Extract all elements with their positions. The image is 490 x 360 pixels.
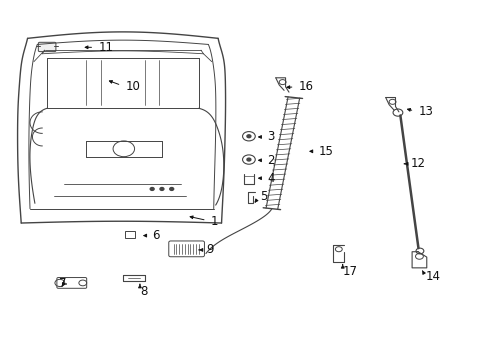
Circle shape <box>247 135 251 138</box>
Text: 3: 3 <box>267 130 274 144</box>
Text: 2: 2 <box>267 154 274 167</box>
FancyBboxPatch shape <box>57 278 87 288</box>
FancyBboxPatch shape <box>38 42 56 51</box>
Circle shape <box>150 188 154 190</box>
Text: 12: 12 <box>411 157 426 170</box>
Text: 9: 9 <box>206 243 214 256</box>
Text: 16: 16 <box>299 80 314 93</box>
FancyBboxPatch shape <box>125 231 135 238</box>
FancyBboxPatch shape <box>169 241 204 257</box>
Text: 8: 8 <box>140 285 147 298</box>
Text: 4: 4 <box>267 172 274 185</box>
Circle shape <box>247 158 251 161</box>
Text: 15: 15 <box>318 145 333 158</box>
Text: 6: 6 <box>152 229 160 242</box>
Text: 7: 7 <box>59 278 67 291</box>
Circle shape <box>160 188 164 190</box>
Text: 17: 17 <box>343 265 358 278</box>
Text: 14: 14 <box>426 270 441 283</box>
Text: 13: 13 <box>418 105 433 118</box>
Text: 10: 10 <box>125 80 140 93</box>
Text: 5: 5 <box>260 190 267 203</box>
Circle shape <box>170 188 173 190</box>
Text: 1: 1 <box>211 215 219 228</box>
Text: 11: 11 <box>98 41 113 54</box>
